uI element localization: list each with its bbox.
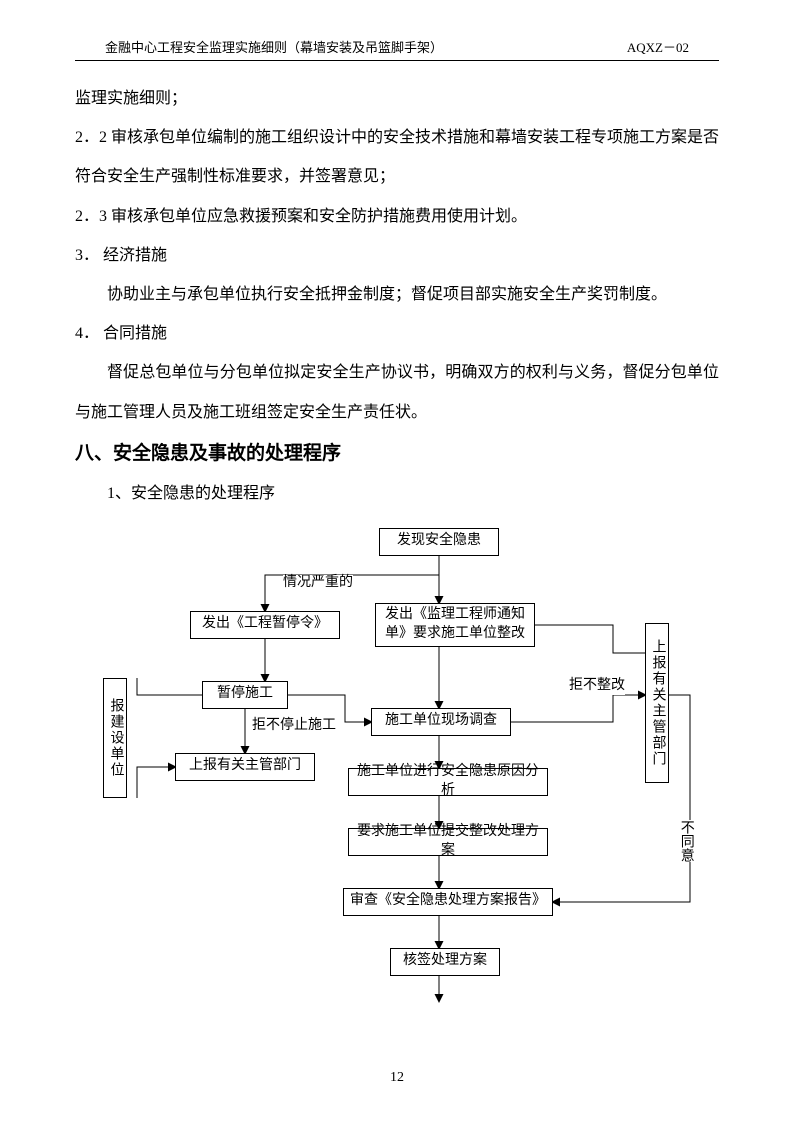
arrow-14 (553, 695, 690, 902)
flow-node-nR: 上报有关主管部门 (645, 623, 669, 783)
flow-node-n3: 发出《监理工程师通知单》要求施工单位整改 (375, 603, 535, 647)
flow-node-n6: 上报有关主管部门 (175, 753, 315, 781)
flow-label-l1: 情况严重的 (283, 575, 353, 592)
flow-label-l2: 拒不停止施工 (252, 718, 336, 735)
body-text: 监理实施细则； 2．2 审核承包单位编制的施工组织设计中的安全技术措施和幕墙安装… (75, 79, 719, 513)
para-3: 2．3 审核承包单位应急救援预案和安全防护措施费用使用计划。 (75, 197, 719, 236)
para-8: 1、安全隐患的处理程序 (75, 474, 719, 513)
flow-node-n4: 暂停施工 (202, 681, 288, 709)
arrow-4 (137, 678, 202, 695)
header-right: AQXZ－02 (627, 37, 689, 56)
para-7: 督促总包单位与分包单位拟定安全生产协议书，明确双方的权利与义务，督促分包单位与施… (75, 353, 719, 431)
para-1: 监理实施细则； (75, 79, 719, 118)
flow-node-n5: 施工单位现场调查 (371, 708, 511, 736)
arrow-7 (137, 767, 175, 798)
flow-node-n8: 要求施工单位提交整改处理方案 (348, 828, 548, 856)
arrow-13 (511, 695, 645, 722)
para-6: 4． 合同措施 (75, 314, 719, 353)
page-number: 12 (0, 1070, 794, 1086)
header-left: 金融中心工程安全监理实施细则（幕墙安装及吊篮脚手架） (105, 37, 443, 56)
flow-label-l4: 不同意 (677, 820, 694, 862)
para-4: 3． 经济措施 (75, 236, 719, 275)
flow-node-n2: 发出《工程暂停令》 (190, 611, 340, 639)
heading-8: 八、安全隐患及事故的处理程序 (75, 434, 719, 474)
flow-label-l3: 拒不整改 (569, 678, 625, 695)
flow-node-n1: 发现安全隐患 (379, 528, 499, 556)
flow-node-n9: 审查《安全隐患处理方案报告》 (343, 888, 553, 916)
para-5: 协助业主与承包单位执行安全抵押金制度；督促项目部实施安全生产奖罚制度。 (75, 275, 719, 314)
flow-node-n10: 核签处理方案 (390, 948, 500, 976)
para-2: 2．2 审核承包单位编制的施工组织设计中的安全技术措施和幕墙安装工程专项施工方案… (75, 118, 719, 196)
flow-node-n7: 施工单位进行安全隐患原因分析 (348, 768, 548, 796)
flow-node-nL: 报建设单位 (103, 678, 127, 798)
flowchart: 发现安全隐患发出《工程暂停令》 发出《监理工程师通知单》要求施工单位整改暂停施工施… (75, 523, 719, 1008)
arrow-15 (535, 625, 645, 653)
